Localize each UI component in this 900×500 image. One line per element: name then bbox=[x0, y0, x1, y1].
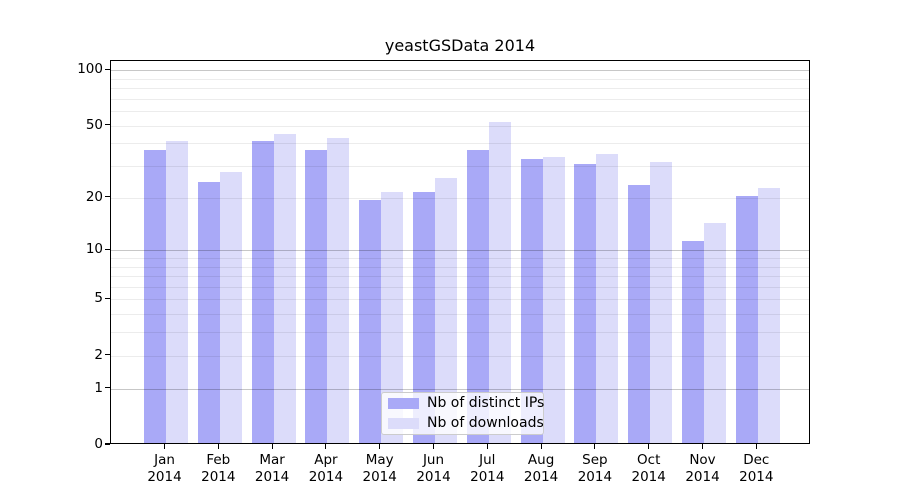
bar-downloads-dec bbox=[757, 188, 780, 443]
gridline-minor-9 bbox=[111, 258, 809, 259]
x-tick-mark-oct bbox=[648, 444, 650, 449]
gridline-minor-3 bbox=[111, 332, 809, 334]
y-tick-label-1: 1 bbox=[94, 379, 103, 396]
gridline-minor-6 bbox=[111, 286, 809, 288]
x-tick-label-may: May 2014 bbox=[362, 452, 397, 485]
bar-ips-may bbox=[359, 199, 382, 443]
bar-downloads-jun bbox=[435, 178, 457, 443]
y-tick-mark-20 bbox=[105, 196, 110, 198]
x-tick-label-dec: Dec 2014 bbox=[739, 452, 774, 485]
gridline-minor-4 bbox=[111, 314, 809, 316]
bar-ips-dec bbox=[735, 195, 758, 443]
y-tick-label-0: 0 bbox=[94, 436, 103, 452]
bar-ips-sep bbox=[574, 164, 597, 443]
bar-ips-jul bbox=[466, 149, 489, 443]
bar-ips-oct bbox=[628, 184, 651, 443]
plot-area: Nb of distinct IPs Nb of downloads bbox=[110, 60, 810, 444]
gridline-major-1 bbox=[111, 388, 809, 390]
x-tick-label-aug: Aug 2014 bbox=[523, 452, 559, 485]
x-tick-label-jan: Jan 2014 bbox=[147, 452, 182, 485]
bar-ips-mar bbox=[251, 141, 274, 443]
legend-label-downloads: Nb of downloads bbox=[427, 415, 544, 431]
legend: Nb of distinct IPs Nb of downloads bbox=[381, 392, 544, 435]
gridline-minor-90 bbox=[111, 78, 809, 80]
bar-ips-nov bbox=[682, 241, 704, 443]
chart-title: yeastGSData 2014 bbox=[384, 36, 536, 55]
bar-downloads-oct bbox=[650, 161, 673, 443]
gridline-minor-70 bbox=[111, 98, 809, 100]
gridline-minor-40 bbox=[111, 143, 809, 145]
x-tick-mark-apr bbox=[325, 444, 327, 449]
x-tick-mark-jan bbox=[163, 444, 166, 449]
bar-downloads-feb bbox=[219, 172, 242, 443]
x-tick-label-jun: Jun 2014 bbox=[416, 452, 451, 485]
gridline-minor-8 bbox=[111, 266, 809, 268]
y-tick-label-10: 10 bbox=[85, 241, 103, 258]
y-tick-mark-0 bbox=[105, 443, 110, 445]
bar-ips-feb bbox=[197, 181, 220, 443]
bar-downloads-jul bbox=[488, 122, 511, 443]
gridline-minor-5 bbox=[111, 299, 809, 301]
x-tick-mark-aug bbox=[540, 444, 542, 449]
legend-swatch-downloads bbox=[388, 418, 419, 429]
legend-item-downloads: Nb of downloads bbox=[388, 415, 544, 432]
y-tick-mark-1 bbox=[105, 387, 110, 389]
bar-downloads-nov bbox=[704, 223, 726, 443]
y-tick-label-20: 20 bbox=[85, 188, 103, 205]
bar-downloads-apr bbox=[327, 137, 350, 443]
gridline-minor-2 bbox=[111, 355, 809, 357]
y-tick-label-50: 50 bbox=[85, 116, 103, 133]
x-tick-mark-dec bbox=[755, 444, 757, 449]
x-tick-mark-jun bbox=[432, 444, 435, 449]
bar-ips-jun bbox=[413, 191, 435, 443]
gridline-minor-30 bbox=[111, 166, 809, 168]
x-tick-mark-jul bbox=[486, 444, 488, 449]
x-tick-mark-nov bbox=[701, 444, 704, 449]
bar-downloads-mar bbox=[273, 133, 296, 443]
bar-ips-jan bbox=[144, 149, 166, 443]
x-tick-label-nov: Nov 2014 bbox=[685, 452, 720, 485]
gridline-major-100 bbox=[111, 70, 809, 72]
gridline-minor-20 bbox=[111, 197, 809, 199]
gridline-minor-60 bbox=[111, 111, 809, 113]
x-tick-mark-feb bbox=[217, 444, 219, 449]
bar-downloads-aug bbox=[542, 156, 565, 443]
bar-downloads-jan bbox=[166, 141, 188, 443]
x-tick-mark-mar bbox=[271, 444, 273, 449]
y-tick-label-5: 5 bbox=[94, 290, 103, 307]
x-tick-label-oct: Oct 2014 bbox=[631, 452, 666, 485]
gridline-minor-7 bbox=[111, 276, 809, 278]
x-tick-label-jul: Jul 2014 bbox=[470, 452, 505, 485]
gridline-minor-80 bbox=[111, 88, 809, 90]
bar-downloads-sep bbox=[596, 154, 619, 443]
y-tick-label-2: 2 bbox=[94, 346, 103, 363]
x-tick-label-feb: Feb 2014 bbox=[201, 452, 236, 485]
x-tick-label-apr: Apr 2014 bbox=[308, 452, 344, 485]
gridline-major-10 bbox=[111, 250, 809, 252]
gridline-minor-50 bbox=[111, 125, 809, 127]
y-tick-mark-2 bbox=[105, 354, 110, 356]
bar-ips-apr bbox=[305, 149, 328, 443]
y-tick-label-100: 100 bbox=[77, 61, 103, 78]
y-tick-mark-100 bbox=[105, 68, 110, 70]
legend-swatch-distinct-ips bbox=[388, 398, 419, 409]
x-tick-mark-may bbox=[379, 444, 381, 449]
bar-downloads-may bbox=[381, 191, 404, 443]
x-tick-mark-sep bbox=[594, 444, 596, 449]
y-tick-mark-5 bbox=[105, 297, 110, 300]
legend-item-distinct-ips: Nb of distinct IPs bbox=[388, 395, 545, 412]
legend-label-distinct-ips: Nb of distinct IPs bbox=[427, 395, 545, 411]
x-tick-label-sep: Sep 2014 bbox=[577, 452, 613, 485]
y-tick-mark-50 bbox=[105, 124, 110, 126]
y-tick-mark-10 bbox=[105, 248, 110, 250]
x-tick-label-mar: Mar 2014 bbox=[254, 452, 290, 485]
bar-ips-aug bbox=[520, 159, 543, 443]
